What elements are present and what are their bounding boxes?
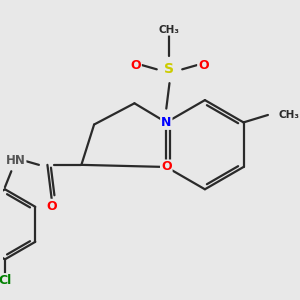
Text: O: O [46, 200, 57, 213]
Text: S: S [164, 62, 175, 76]
Text: N: N [161, 116, 172, 129]
Text: Cl: Cl [0, 274, 12, 287]
Text: O: O [198, 58, 209, 72]
Text: HN: HN [6, 154, 26, 167]
Text: CH₃: CH₃ [159, 25, 180, 35]
Text: O: O [161, 160, 172, 173]
Text: CH₃: CH₃ [278, 110, 299, 120]
Text: O: O [130, 58, 141, 72]
